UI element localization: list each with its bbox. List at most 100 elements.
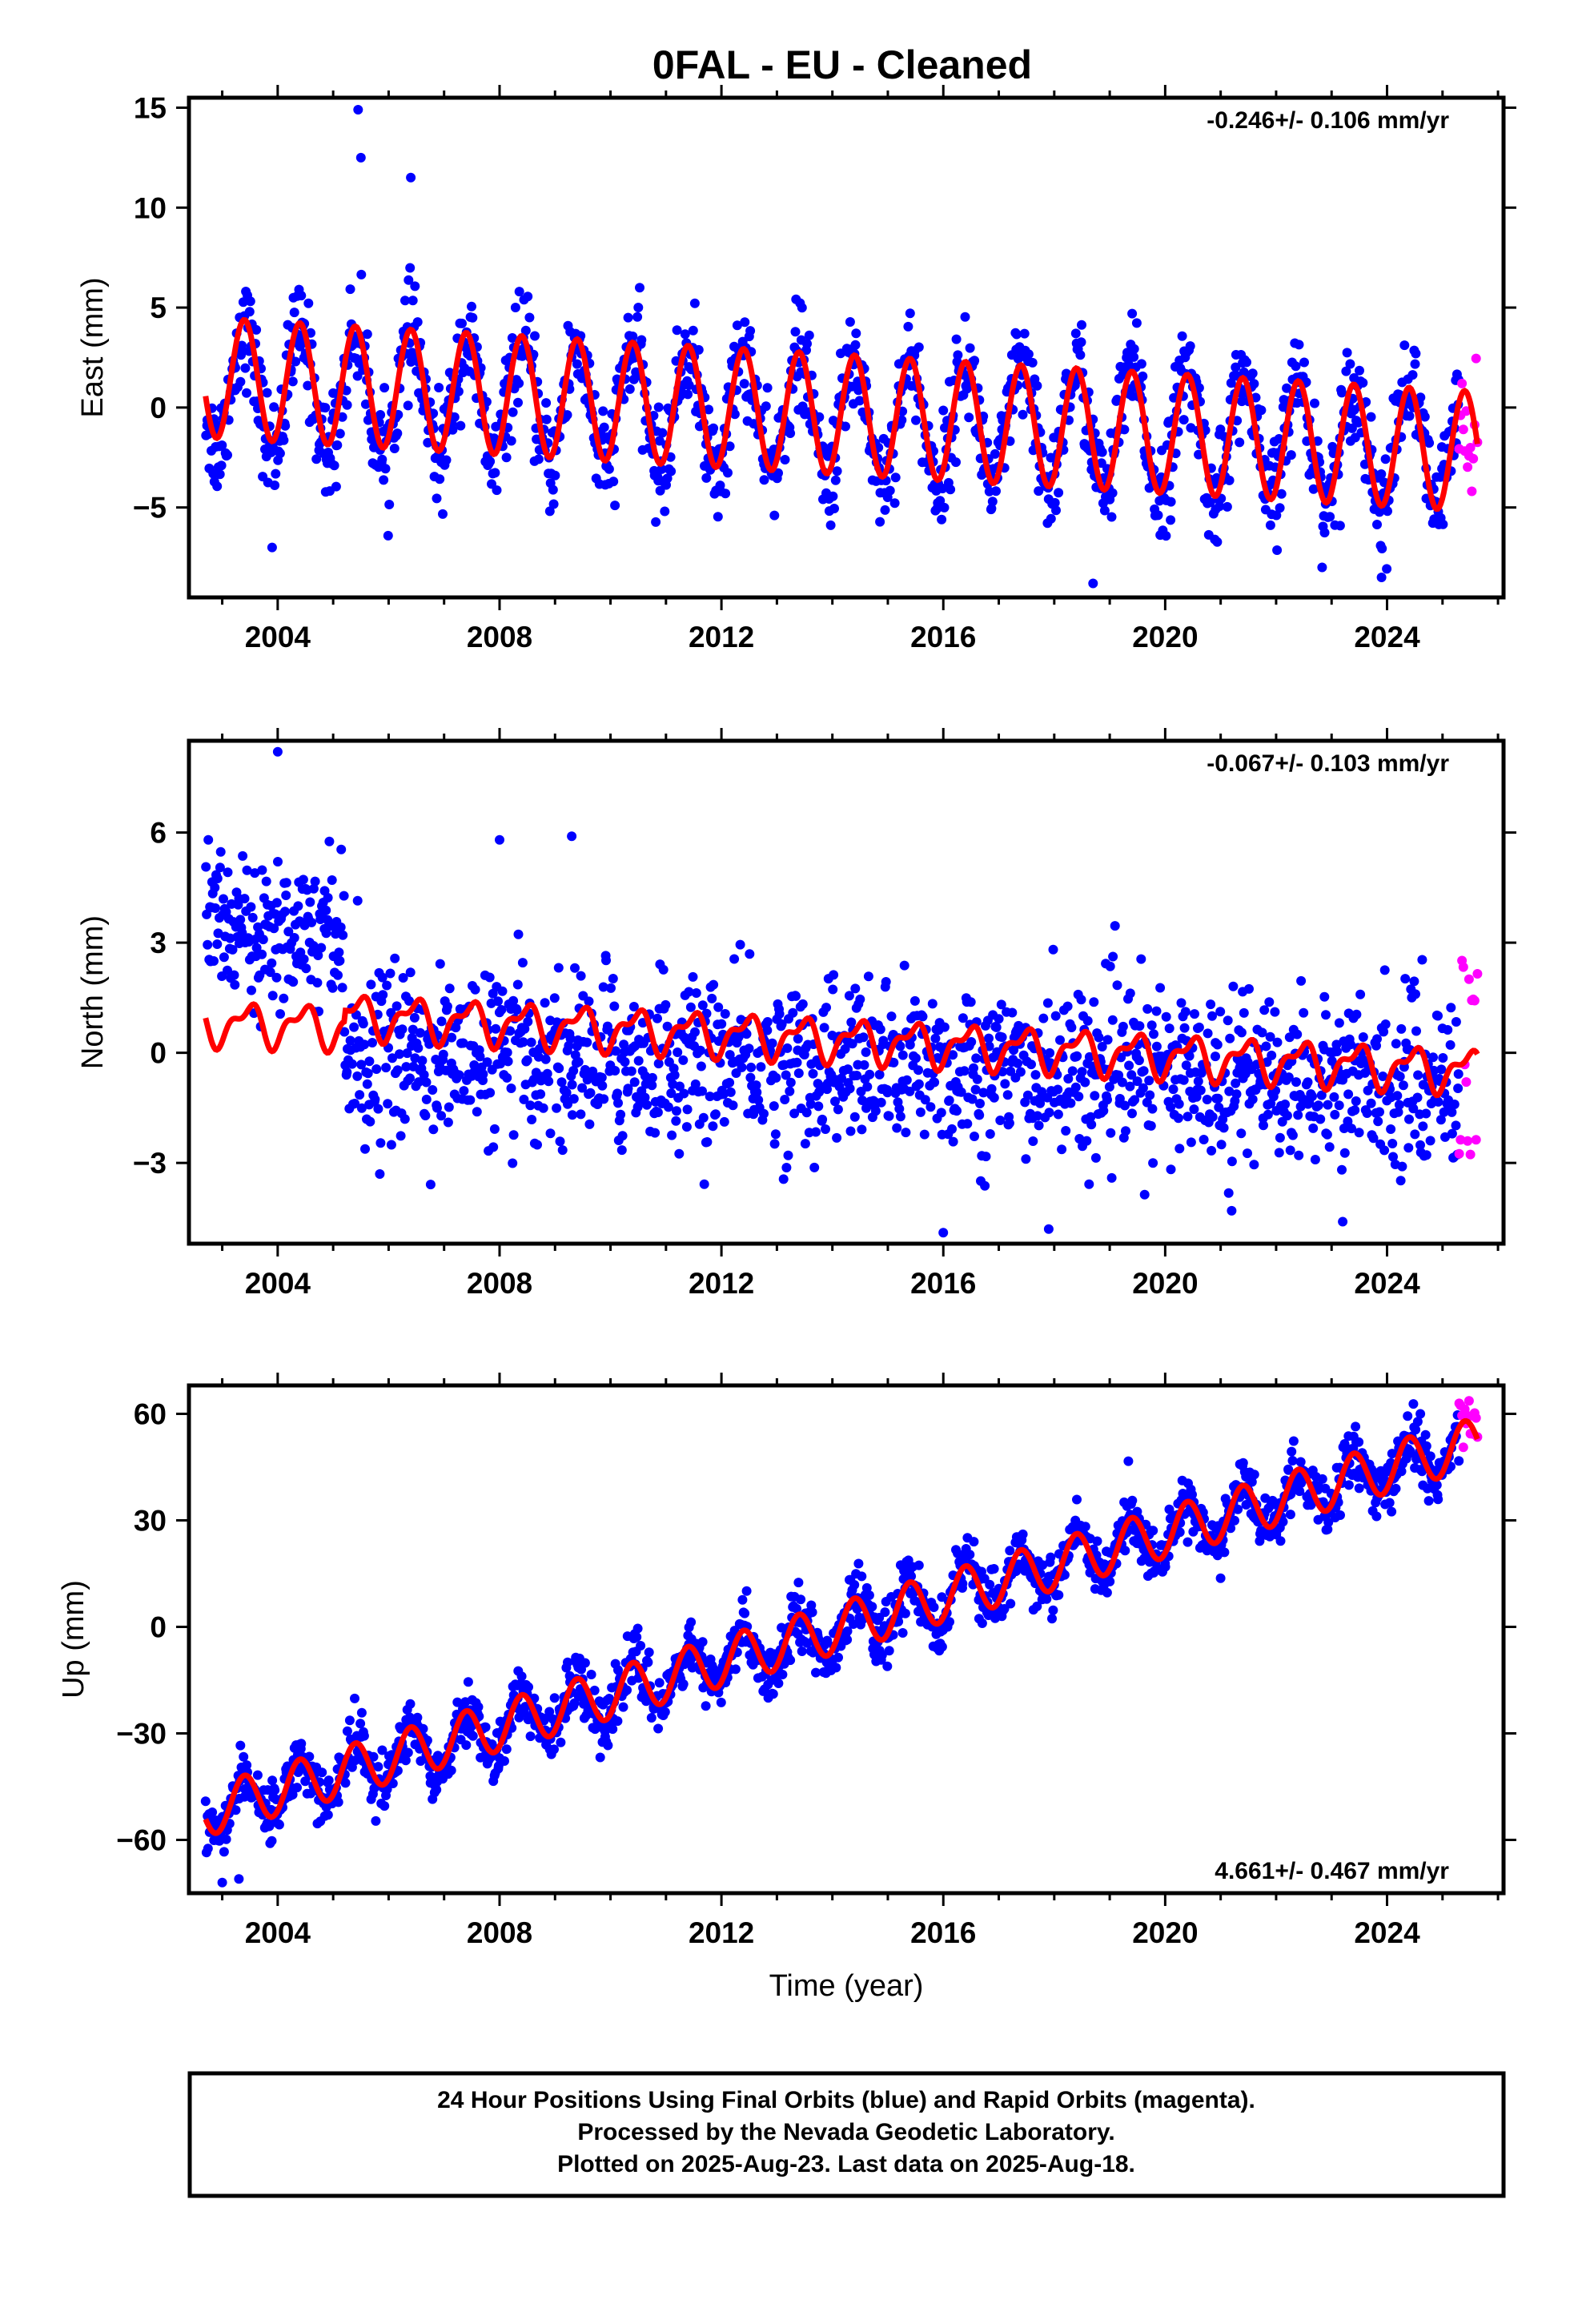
final-orbit-point xyxy=(1415,392,1426,403)
final-orbit-point xyxy=(1377,544,1387,553)
final-orbit-point xyxy=(514,287,524,297)
final-orbit-point xyxy=(697,1637,708,1647)
final-orbit-point xyxy=(899,960,909,971)
final-orbit-point xyxy=(262,388,272,398)
final-orbit-point xyxy=(1329,1092,1339,1102)
final-orbit-point xyxy=(223,450,232,460)
final-orbit-point xyxy=(828,984,838,995)
final-orbit-point xyxy=(1130,1095,1140,1105)
final-orbit-point xyxy=(523,1016,533,1027)
final-orbit-point xyxy=(1090,1091,1100,1101)
final-orbit-point xyxy=(402,1048,412,1059)
final-orbit-point xyxy=(1021,1154,1031,1164)
final-orbit-point xyxy=(1316,1090,1327,1100)
final-orbit-point xyxy=(759,475,769,485)
final-orbit-point xyxy=(271,972,282,983)
final-orbit-point xyxy=(1247,368,1258,379)
final-orbit-point xyxy=(962,1119,973,1129)
final-orbit-point xyxy=(1142,1003,1153,1014)
final-orbit-point xyxy=(624,384,635,394)
final-orbit-point xyxy=(333,970,343,980)
east-x-tick-label: 2012 xyxy=(689,621,754,653)
final-orbit-point xyxy=(567,1080,577,1090)
final-orbit-point xyxy=(1265,520,1275,530)
final-orbit-point xyxy=(1007,1007,1018,1018)
final-orbit-point xyxy=(1062,1001,1073,1011)
final-orbit-point xyxy=(508,1158,518,1168)
final-orbit-point xyxy=(886,1011,897,1022)
final-orbit-point xyxy=(576,971,586,981)
final-orbit-point xyxy=(1080,1522,1090,1532)
north-y-tick-label: 3 xyxy=(150,927,167,959)
final-orbit-point xyxy=(1070,1082,1081,1092)
final-orbit-point xyxy=(673,1047,683,1057)
final-orbit-point xyxy=(215,469,225,480)
north-y-tick-label: 6 xyxy=(150,817,167,850)
final-orbit-point xyxy=(1134,1021,1145,1031)
final-orbit-point xyxy=(442,1001,452,1011)
final-orbit-point xyxy=(1105,1576,1115,1586)
final-orbit-point xyxy=(257,865,267,875)
final-orbit-point xyxy=(785,1086,795,1096)
final-orbit-point xyxy=(704,404,714,415)
final-orbit-point xyxy=(1275,1536,1286,1546)
final-orbit-point xyxy=(457,318,467,328)
final-orbit-point xyxy=(401,1062,412,1072)
final-orbit-point xyxy=(506,436,516,446)
final-orbit-point xyxy=(301,963,311,974)
final-orbit-point xyxy=(851,328,861,339)
final-orbit-point xyxy=(1102,1587,1112,1598)
final-orbit-point xyxy=(789,1108,800,1119)
final-orbit-point xyxy=(1319,528,1330,538)
final-orbit-point xyxy=(212,939,223,949)
final-orbit-point xyxy=(1368,1133,1379,1144)
final-orbit-point xyxy=(1261,1041,1271,1051)
final-orbit-point xyxy=(231,1805,241,1815)
final-orbit-point xyxy=(1127,1495,1138,1506)
final-orbit-point xyxy=(1247,1477,1257,1487)
final-orbit-point xyxy=(759,1108,769,1119)
final-orbit-point xyxy=(1063,1074,1074,1084)
final-orbit-point xyxy=(331,481,341,492)
final-orbit-point xyxy=(1048,1605,1058,1615)
final-orbit-point xyxy=(685,1002,696,1012)
final-orbit-point xyxy=(1107,488,1118,498)
final-orbit-point xyxy=(1396,1023,1407,1034)
final-orbit-point xyxy=(406,172,416,183)
north-y-tick-label: 0 xyxy=(150,1037,167,1070)
final-orbit-point xyxy=(1178,1075,1189,1085)
final-orbit-point xyxy=(1147,1104,1158,1114)
final-orbit-point xyxy=(666,466,677,476)
final-orbit-point xyxy=(1136,359,1146,369)
final-orbit-point xyxy=(1387,1139,1398,1148)
up-plot-area xyxy=(200,1396,1483,1888)
final-orbit-point xyxy=(271,468,281,479)
final-orbit-point xyxy=(660,506,670,517)
final-orbit-point xyxy=(1323,1524,1333,1534)
final-orbit-point xyxy=(602,1021,612,1031)
final-orbit-point xyxy=(383,530,393,541)
final-orbit-point xyxy=(964,412,974,423)
final-orbit-point xyxy=(1342,348,1352,358)
final-orbit-point xyxy=(349,1022,359,1032)
final-orbit-point xyxy=(709,979,719,990)
final-orbit-point xyxy=(880,505,890,515)
final-orbit-point xyxy=(347,1059,357,1069)
final-orbit-point xyxy=(1275,503,1285,513)
final-orbit-point xyxy=(1026,1059,1036,1070)
final-orbit-point xyxy=(616,1145,627,1156)
final-orbit-point xyxy=(661,999,671,1010)
final-orbit-point xyxy=(247,985,256,995)
final-orbit-point xyxy=(1323,1100,1333,1110)
final-orbit-point xyxy=(911,415,921,425)
final-orbit-point xyxy=(857,1571,867,1582)
final-orbit-point xyxy=(832,1132,842,1143)
north-x-tick-label: 2024 xyxy=(1354,1267,1420,1300)
final-orbit-point xyxy=(447,1032,457,1043)
final-orbit-point xyxy=(1136,954,1146,964)
final-orbit-point xyxy=(452,1697,463,1707)
final-orbit-point xyxy=(1299,357,1309,368)
final-orbit-point xyxy=(242,388,251,398)
final-orbit-point xyxy=(1004,1118,1014,1128)
east-x-tick-label: 2016 xyxy=(910,621,976,653)
